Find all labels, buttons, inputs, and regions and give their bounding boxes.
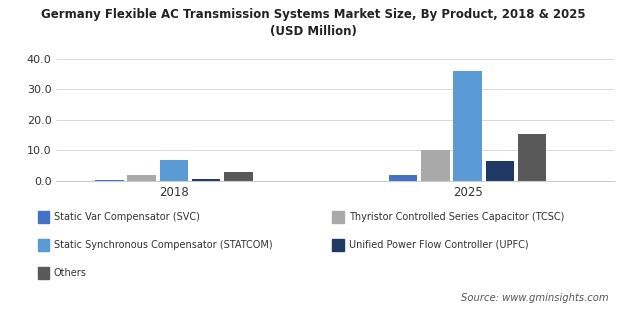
Bar xyxy=(192,179,221,181)
Bar xyxy=(453,71,482,181)
Bar xyxy=(486,161,514,181)
Bar xyxy=(224,172,253,181)
Bar xyxy=(160,160,188,181)
Bar xyxy=(389,175,417,181)
Text: Source: www.gminsights.com: Source: www.gminsights.com xyxy=(461,293,608,303)
Text: Germany Flexible AC Transmission Systems Market Size, By Product, 2018 & 2025
(U: Germany Flexible AC Transmission Systems… xyxy=(41,8,586,38)
Text: Static Var Compensator (SVC): Static Var Compensator (SVC) xyxy=(54,212,200,222)
Text: Others: Others xyxy=(54,268,87,278)
Bar xyxy=(518,134,547,181)
Bar xyxy=(95,180,124,181)
Text: Thyristor Controlled Series Capacitor (TCSC): Thyristor Controlled Series Capacitor (T… xyxy=(349,212,564,222)
Text: Unified Power Flow Controller (UPFC): Unified Power Flow Controller (UPFC) xyxy=(349,240,528,250)
Text: Static Synchronous Compensator (STATCOM): Static Synchronous Compensator (STATCOM) xyxy=(54,240,273,250)
Bar xyxy=(421,150,450,181)
Bar xyxy=(127,175,156,181)
